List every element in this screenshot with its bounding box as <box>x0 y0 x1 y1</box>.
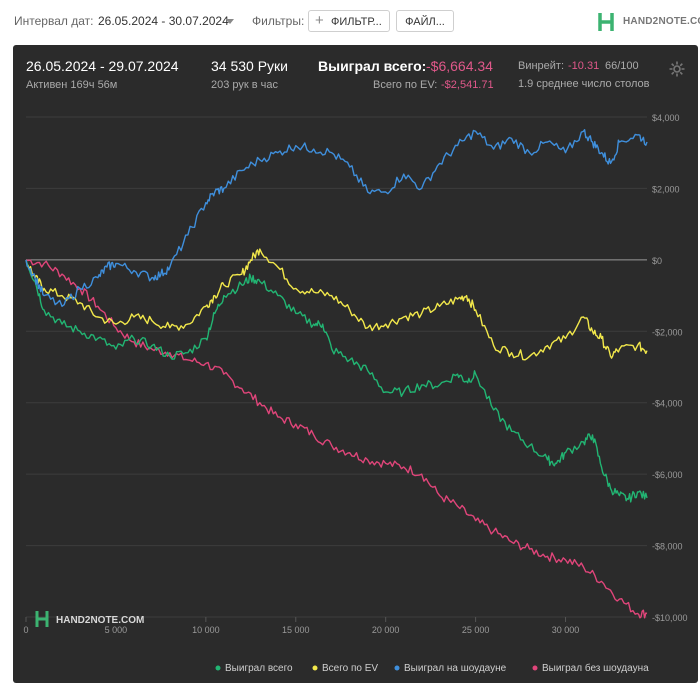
x-tick-label: 10 000 <box>192 625 220 635</box>
legend-marker[interactable] <box>312 665 318 671</box>
winrate-label: Винрейт: <box>518 60 565 72</box>
date-interval-select[interactable]: 26.05.2024 - 30.07.2024 <box>98 14 229 28</box>
filter-button[interactable]: + ФИЛЬТР... <box>308 10 390 32</box>
series-lines <box>25 129 648 619</box>
legend-label[interactable]: Выиграл на шоудауне <box>404 663 507 674</box>
x-tick-label: 30 000 <box>552 625 580 635</box>
winrate-value: -10.31 <box>568 60 600 72</box>
y-tick-label: -$10,000 <box>652 613 688 623</box>
gear-icon[interactable] <box>668 60 686 78</box>
series-line <box>25 259 648 619</box>
x-tick-label: 0 <box>23 625 28 635</box>
y-tick-label: -$2,000 <box>652 327 683 337</box>
legend: Выиграл всего Всего по EV Выиграл на шоуда… <box>215 662 649 674</box>
won-total-value: -$6,664.34 <box>426 58 493 74</box>
hand2note-logo-icon <box>598 13 614 31</box>
won-total-label: Выиграл всего: <box>318 58 427 74</box>
y-tick-label: -$4,000 <box>652 399 683 409</box>
y-tick-label: $0 <box>652 256 662 266</box>
active-time: Активен 169ч 56м <box>26 79 118 91</box>
file-button[interactable]: ФАЙЛ... <box>396 10 454 32</box>
y-tick-label: $2,000 <box>652 184 680 194</box>
filter-button-label: ФИЛЬТР... <box>331 16 382 28</box>
grid-lines <box>26 116 647 618</box>
date-interval-label: Интервал дат: <box>14 14 94 28</box>
legend-marker[interactable] <box>532 665 538 671</box>
y-tick-label: -$6,000 <box>652 470 683 480</box>
ev-total-value: -$2,541.71 <box>441 79 494 91</box>
x-tick-label: 5 000 <box>105 625 128 635</box>
legend-label[interactable]: Выиграл всего <box>225 663 293 674</box>
winrate-unit: 66/100 <box>605 60 639 72</box>
avg-tables: 1.9 среднее число столов <box>518 78 650 90</box>
y-axis-ticks: $4,000 $2,000 $0 -$2,000 -$4,000 -$6,000 -$8,0… <box>652 113 688 623</box>
legend-label[interactable]: Всего по EV <box>322 663 378 674</box>
chevron-down-icon[interactable] <box>226 19 234 24</box>
legend-marker[interactable] <box>394 665 400 671</box>
x-tick-label: 20 000 <box>372 625 400 635</box>
file-button-label: ФАЙЛ... <box>405 16 445 28</box>
y-tick-label: $4,000 <box>652 113 680 123</box>
legend-label[interactable]: Выиграл без шоудауна <box>542 662 649 674</box>
plus-icon: + <box>315 12 324 29</box>
x-tick-label: 25 000 <box>462 625 490 635</box>
filters-label: Фильтры: <box>252 14 305 28</box>
series-line <box>25 248 648 361</box>
watermark-logo-icon <box>35 611 49 627</box>
ev-total-label: Всего по EV: <box>373 79 438 91</box>
filter-toolbar: Интервал дат: 26.05.2024 - 30.07.2024 Фи… <box>0 0 700 42</box>
profit-graph: $4,000 $2,000 $0 -$2,000 -$4,000 -$6,000 -$8,0… <box>23 113 688 674</box>
x-tick-label: 15 000 <box>282 625 310 635</box>
brand-logo-text: HAND2NOTE.COM <box>623 16 700 27</box>
y-tick-label: -$8,000 <box>652 542 683 552</box>
date-range: 26.05.2024 - 29.07.2024 <box>26 58 179 74</box>
graph-panel: 26.05.2024 - 29.07.2024 Активен 169ч 56м… <box>13 45 698 683</box>
watermark: HAND2NOTE.COM <box>35 611 144 627</box>
x-axis-ticks: 0 5 000 10 000 15 000 20 000 25 000 30 000 <box>23 617 579 635</box>
series-line <box>25 129 648 307</box>
hands-count: 34 530 Руки <box>211 58 288 74</box>
watermark-text: HAND2NOTE.COM <box>56 615 144 626</box>
series-line <box>25 259 648 503</box>
hands-per-hour: 203 рук в час <box>211 79 279 91</box>
legend-marker[interactable] <box>215 665 221 671</box>
